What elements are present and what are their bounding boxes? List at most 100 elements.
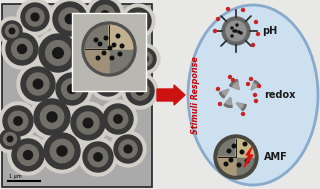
Circle shape — [102, 51, 106, 55]
Wedge shape — [218, 157, 236, 175]
Wedge shape — [85, 49, 109, 73]
Circle shape — [8, 135, 48, 175]
Wedge shape — [230, 80, 239, 89]
Circle shape — [227, 149, 231, 153]
Circle shape — [245, 159, 249, 163]
Circle shape — [40, 105, 64, 129]
Circle shape — [242, 9, 244, 12]
Circle shape — [125, 8, 151, 34]
Circle shape — [130, 12, 147, 29]
Wedge shape — [220, 89, 229, 98]
Circle shape — [232, 144, 236, 148]
Circle shape — [59, 8, 81, 30]
Circle shape — [250, 77, 252, 81]
Circle shape — [114, 135, 142, 163]
Circle shape — [79, 31, 111, 63]
Circle shape — [57, 146, 67, 156]
Circle shape — [231, 78, 235, 81]
Circle shape — [40, 129, 84, 173]
Circle shape — [258, 84, 260, 88]
Circle shape — [214, 135, 258, 179]
Text: redox: redox — [264, 90, 295, 100]
Circle shape — [104, 77, 112, 85]
Circle shape — [31, 13, 39, 21]
Circle shape — [21, 67, 55, 101]
Circle shape — [108, 109, 128, 129]
Polygon shape — [244, 147, 253, 167]
Circle shape — [101, 11, 109, 19]
Circle shape — [242, 112, 244, 115]
Circle shape — [17, 0, 53, 35]
Circle shape — [99, 100, 137, 138]
Circle shape — [98, 42, 102, 46]
Circle shape — [120, 44, 124, 48]
Circle shape — [17, 63, 59, 105]
Circle shape — [235, 30, 237, 32]
Circle shape — [217, 18, 220, 20]
Circle shape — [112, 43, 116, 47]
Wedge shape — [226, 97, 232, 104]
Circle shape — [233, 30, 235, 32]
Circle shape — [119, 140, 137, 158]
Circle shape — [104, 36, 108, 40]
Circle shape — [0, 129, 20, 149]
Circle shape — [91, 43, 100, 51]
Circle shape — [219, 102, 221, 105]
Circle shape — [89, 62, 127, 100]
Circle shape — [6, 33, 38, 65]
Circle shape — [93, 66, 123, 96]
Circle shape — [67, 102, 109, 144]
Circle shape — [47, 112, 57, 122]
Circle shape — [130, 44, 160, 74]
Circle shape — [85, 25, 133, 73]
Circle shape — [0, 17, 26, 45]
Circle shape — [253, 94, 257, 97]
Circle shape — [30, 95, 74, 139]
Circle shape — [79, 138, 117, 176]
Circle shape — [65, 14, 75, 24]
Circle shape — [27, 73, 49, 95]
Circle shape — [226, 21, 246, 41]
Wedge shape — [236, 103, 246, 111]
Circle shape — [94, 38, 98, 42]
Circle shape — [35, 30, 81, 76]
Text: AMF: AMF — [264, 152, 288, 162]
Circle shape — [217, 88, 220, 91]
Circle shape — [83, 118, 93, 128]
Circle shape — [4, 132, 17, 146]
Circle shape — [116, 34, 120, 38]
Circle shape — [231, 35, 233, 37]
Circle shape — [240, 150, 244, 154]
Circle shape — [237, 163, 241, 167]
Circle shape — [5, 25, 19, 37]
Circle shape — [9, 28, 15, 34]
Circle shape — [46, 41, 70, 65]
Circle shape — [77, 112, 99, 134]
Circle shape — [26, 8, 44, 26]
Text: pH: pH — [262, 26, 277, 36]
Circle shape — [21, 3, 49, 31]
Ellipse shape — [188, 5, 318, 185]
Circle shape — [2, 21, 22, 41]
Circle shape — [243, 142, 247, 146]
Wedge shape — [224, 97, 232, 107]
Circle shape — [0, 102, 37, 140]
Wedge shape — [236, 139, 254, 157]
Circle shape — [71, 106, 105, 140]
Text: Stimuli Response: Stimuli Response — [191, 56, 201, 134]
Circle shape — [34, 99, 70, 135]
Circle shape — [12, 39, 32, 59]
Circle shape — [228, 75, 231, 78]
Circle shape — [88, 147, 108, 167]
Circle shape — [227, 8, 229, 11]
Circle shape — [231, 27, 233, 29]
FancyArrow shape — [157, 85, 185, 105]
Circle shape — [134, 48, 156, 70]
Circle shape — [238, 31, 240, 33]
Wedge shape — [251, 83, 257, 90]
Text: 1 μm: 1 μm — [9, 174, 22, 179]
Circle shape — [134, 17, 142, 25]
Circle shape — [49, 0, 91, 40]
Circle shape — [33, 79, 43, 89]
Circle shape — [53, 48, 63, 58]
